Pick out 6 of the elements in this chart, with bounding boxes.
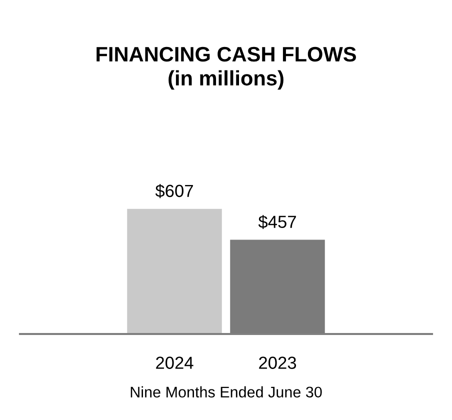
- data-label: $457: [258, 214, 296, 230]
- x-tick-label: 2024: [156, 356, 194, 369]
- data-label: $607: [155, 184, 193, 198]
- chart-title: FINANCING CASH FLOWS (in millions): [96, 46, 356, 90]
- x-axis-title: Nine Months Ended June 30: [130, 386, 322, 398]
- x-tick-label: 2023: [259, 356, 296, 369]
